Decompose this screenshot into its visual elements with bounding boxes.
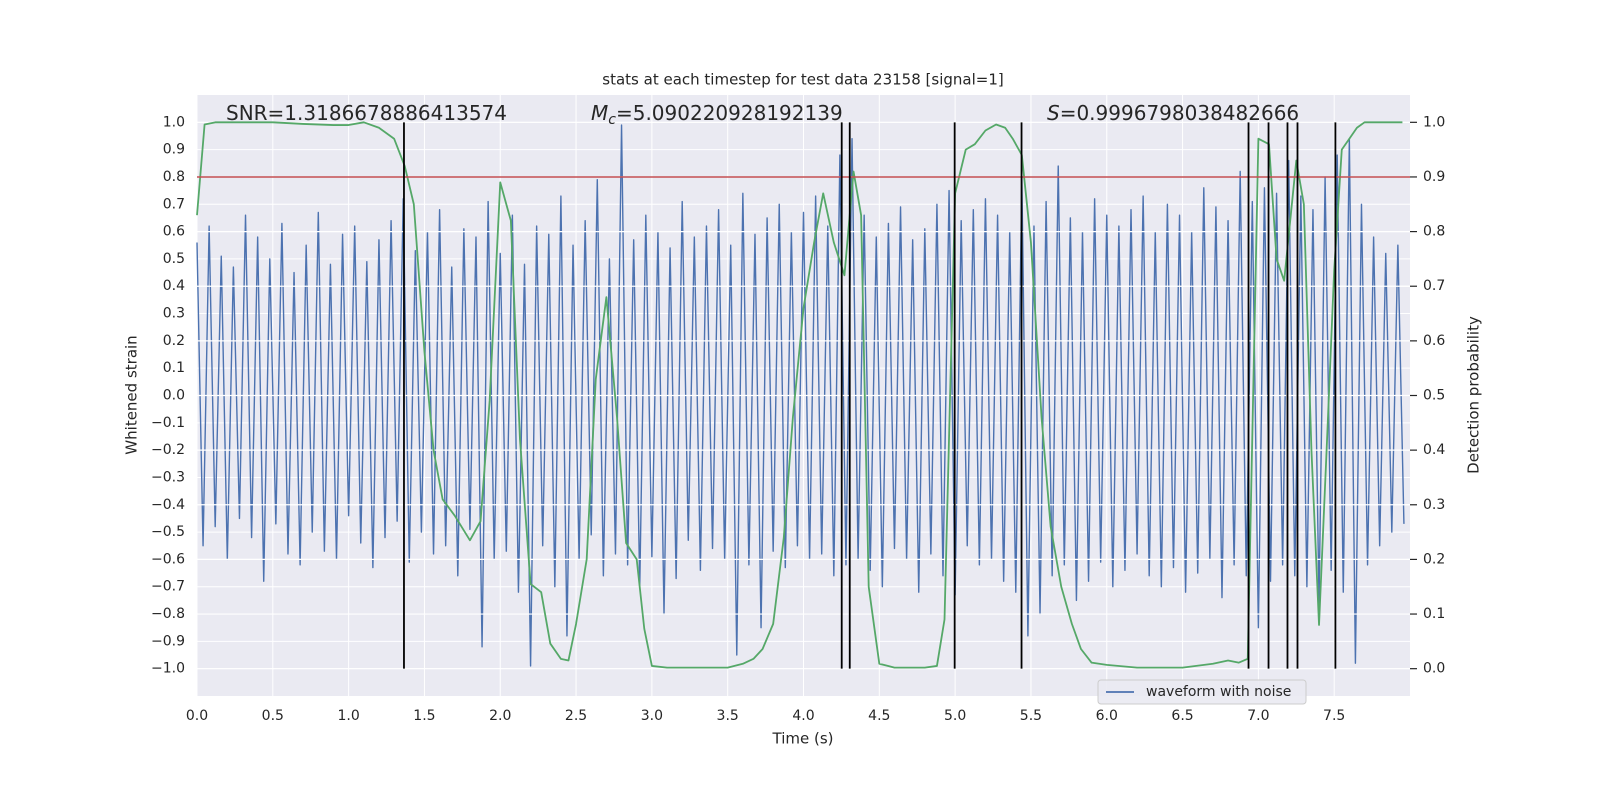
y2-tick-label: 1.0 — [1423, 114, 1445, 130]
series-line — [196, 124, 1405, 667]
annotation: S=0.9996798038482666 — [1047, 101, 1299, 125]
legend-label: waveform with noise — [1146, 684, 1291, 700]
chart-title: stats at each timestep for test data 231… — [602, 71, 1003, 89]
x-tick-label: 1.0 — [337, 708, 359, 724]
annotation-symbol: S — [1047, 101, 1060, 125]
x-tick-label: 3.0 — [641, 708, 663, 724]
annotation-text: SNR=1.3186678886413574 — [226, 101, 507, 125]
y-tick-label: 0.4 — [163, 278, 185, 294]
y-tick-label: 0.9 — [163, 142, 185, 158]
y-tick-label: 0.5 — [163, 251, 185, 267]
x-tick-label: 1.5 — [413, 708, 435, 724]
annotation-subscript: c — [608, 112, 616, 128]
y2-tick-label: 0.6 — [1423, 333, 1445, 349]
x-tick-label: 5.0 — [944, 708, 966, 724]
y-axis-label: Whitened strain — [123, 335, 141, 454]
y-tick-label: 0.1 — [163, 360, 185, 376]
annotation: SNR=1.3186678886413574 — [226, 101, 507, 125]
y-tick-label: −1.0 — [151, 661, 185, 677]
y-tick-label: −0.6 — [151, 551, 185, 567]
x-tick-label: 7.5 — [1323, 708, 1345, 724]
y2-tick-label: 0.7 — [1423, 278, 1445, 294]
legend-box — [1097, 679, 1307, 705]
x-tick-label: 2.5 — [565, 708, 587, 724]
y-tick-label: −0.4 — [151, 497, 185, 513]
y-tick-label: −0.3 — [151, 469, 185, 485]
x-tick-label: 4.5 — [868, 708, 890, 724]
x-tick-label: 6.5 — [1171, 708, 1193, 724]
y-tick-label: −0.1 — [151, 415, 185, 431]
x-tick-label: 4.0 — [792, 708, 814, 724]
y-tick-label: 0.8 — [163, 169, 185, 185]
y-tick-label: 0.0 — [163, 388, 185, 404]
x-tick-label: 0.5 — [262, 708, 284, 724]
annotation-text: =0.9996798038482666 — [1060, 101, 1299, 125]
x-tick-label: 7.0 — [1247, 708, 1269, 724]
y-tick-label: −0.8 — [151, 606, 185, 622]
y2-tick-label: 0.1 — [1423, 606, 1445, 622]
y-tick-label: −0.5 — [151, 524, 185, 540]
y-tick-label: 0.6 — [163, 224, 185, 240]
y-tick-label: −0.2 — [151, 442, 185, 458]
x-tick-label: 6.0 — [1096, 708, 1118, 724]
x-tick-label: 0.0 — [186, 708, 208, 724]
y2-axis-label: Detection probability — [1465, 316, 1483, 474]
y2-tick-label: 0.2 — [1423, 551, 1445, 567]
y-tick-label: 0.2 — [163, 333, 185, 349]
y-tick-label: 0.3 — [163, 306, 185, 322]
y2-tick-label: 0.5 — [1423, 388, 1445, 404]
x-tick-label: 5.5 — [1020, 708, 1042, 724]
y-tick-label: 0.7 — [163, 196, 185, 212]
y2-tick-label: 0.8 — [1423, 224, 1445, 240]
x-axis-label: Time (s) — [772, 730, 834, 748]
y2-tick-label: 0.0 — [1423, 661, 1445, 677]
y2-tick-label: 0.4 — [1423, 442, 1445, 458]
y-tick-label: −0.9 — [151, 633, 185, 649]
y-tick-label: −0.7 — [151, 579, 185, 595]
x-tick-label: 3.5 — [717, 708, 739, 724]
annotation: Mc=5.090220928192139 — [591, 101, 843, 129]
annotation-text: =5.090220928192139 — [616, 101, 843, 125]
y2-tick-label: 0.9 — [1423, 169, 1445, 185]
y-tick-label: 1.0 — [163, 114, 185, 130]
y2-tick-label: 0.3 — [1423, 497, 1445, 513]
annotation-symbol: M — [591, 101, 608, 125]
x-tick-label: 2.0 — [489, 708, 511, 724]
